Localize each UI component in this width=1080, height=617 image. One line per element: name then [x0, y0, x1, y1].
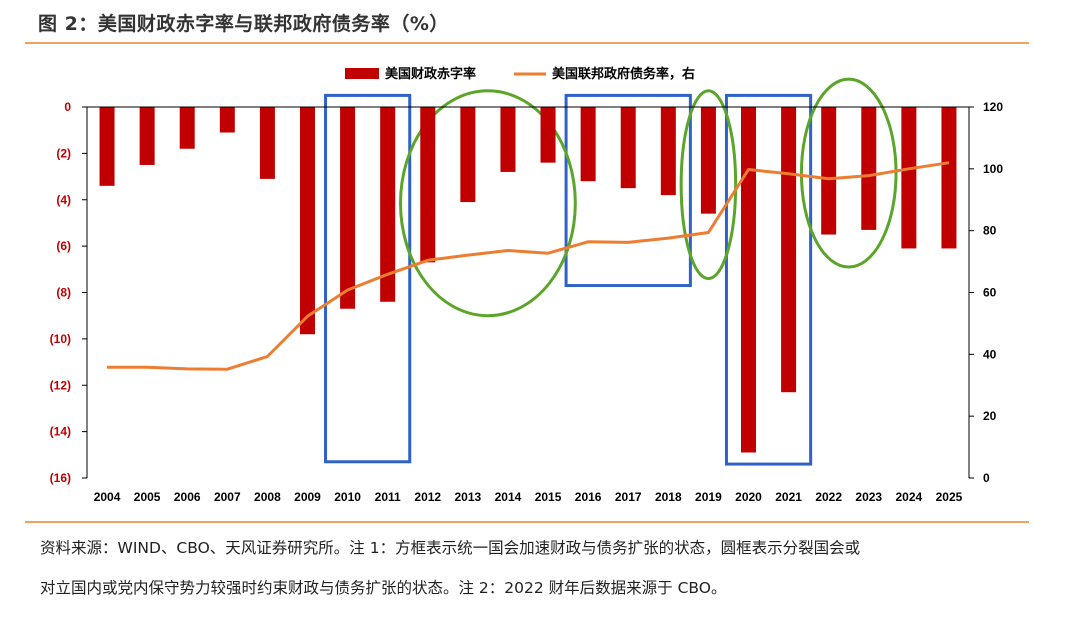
x-tick-label: 2017: [615, 490, 642, 504]
x-tick-label: 2024: [896, 490, 923, 504]
deficit-bar-2024: [901, 107, 917, 249]
source-note-line-1: 资料来源：WIND、CBO、天风证券研究所。注 1：方框表示统一国会加速财政与债…: [40, 539, 861, 557]
deficit-bar-2021: [781, 107, 797, 393]
deficit-bar-2014: [500, 107, 516, 172]
x-tick-label: 2025: [936, 490, 963, 504]
deficit-bar-2019: [700, 107, 716, 214]
line-series: [106, 161, 950, 371]
x-tick-label: 2013: [455, 490, 482, 504]
chart: 0 (2) (4) (6) (8) (10) (12) (14) (16) 120 100 80 60 4…: [50, 66, 1004, 504]
deficit-bar-2011: [380, 107, 396, 302]
figure-title: 图 2：美国财政赤字率与联邦政府债务率（%）: [38, 13, 449, 35]
x-tick-label: 2012: [414, 490, 441, 504]
left-tick-label: (6): [56, 239, 71, 253]
right-tick-label: 60: [983, 286, 997, 300]
left-tick-label: (14): [50, 425, 71, 439]
x-tick-label: 2010: [334, 490, 361, 504]
legend-label-debt: 美国联邦政府债务率，右: [552, 66, 695, 81]
deficit-bar-2009: [300, 107, 315, 335]
left-tick-label: (12): [50, 378, 71, 392]
x-tick-label: 2006: [174, 490, 201, 504]
divided-congress-ellipse-2: [679, 89, 738, 281]
right-tick-label: 100: [983, 162, 1003, 176]
x-tick-label: 2004: [94, 490, 121, 504]
divided-congress-ellipse-3: [799, 77, 898, 269]
deficit-bar-2010: [340, 107, 356, 309]
left-tick-label: (10): [50, 332, 71, 346]
x-tick-label: 2021: [775, 490, 802, 504]
title-rule: [25, 42, 1029, 44]
x-tick-label: 2015: [535, 490, 562, 504]
source-note-line-2: 对立国内或党内保守势力较强时约束财政与债务扩张的状态。注 2：2022 财年后数…: [40, 579, 727, 597]
x-tick-label: 2022: [815, 490, 842, 504]
axes: 0 (2) (4) (6) (8) (10) (12) (14) (16) 120 100 80 60 4…: [50, 100, 1004, 504]
x-tick-label: 2020: [735, 490, 762, 504]
unified-congress-box-3: [724, 93, 813, 466]
legend-swatch-deficit: [345, 68, 379, 79]
deficit-bar-2017: [620, 107, 636, 189]
unified-congress-box-1: [324, 93, 412, 464]
right-tick-label: 20: [983, 409, 997, 423]
deficit-bar-2013: [460, 107, 476, 203]
deficit-bar-2012: [420, 107, 436, 263]
x-tick-label: 2019: [695, 490, 722, 504]
x-tick-label: 2023: [855, 490, 882, 504]
annotation-layer: [324, 77, 898, 466]
deficit-bar-2018: [660, 107, 676, 196]
right-tick-label: 40: [983, 347, 997, 361]
deficit-bar-2006: [179, 107, 195, 149]
deficit-bar-2022: [821, 107, 837, 235]
x-tick-label: 2009: [294, 490, 321, 504]
unified-congress-box-2: [564, 93, 692, 288]
deficit-bar-2023: [861, 107, 877, 230]
legend: 美国财政赤字率 美国联邦政府债务率，右: [345, 66, 695, 81]
x-tick-label: 2011: [375, 490, 401, 504]
deficit-bar-2004: [99, 107, 115, 186]
deficit-bar-2005: [139, 107, 155, 165]
left-tick-label: 0: [64, 100, 71, 114]
right-tick-label: 80: [983, 224, 997, 238]
debt-ratio-line: [107, 161, 950, 371]
x-tick-label: 2005: [134, 490, 161, 504]
left-tick-label: (2): [56, 146, 71, 160]
deficit-bar-2008: [259, 107, 275, 179]
x-tick-label: 2018: [655, 490, 682, 504]
divided-congress-ellipse-1: [399, 89, 577, 318]
left-tick-label: (4): [56, 193, 71, 207]
source-rule: [25, 521, 1029, 523]
deficit-bar-2015: [540, 107, 556, 163]
x-tick-label: 2007: [214, 490, 241, 504]
right-tick-label: 120: [983, 100, 1003, 114]
bar-series: [99, 107, 957, 453]
deficit-bar-2025: [941, 107, 957, 249]
legend-label-deficit: 美国财政赤字率: [385, 66, 476, 81]
deficit-bar-2007: [219, 107, 235, 133]
x-tick-label: 2014: [495, 490, 522, 504]
deficit-bar-2016: [580, 107, 596, 182]
deficit-bar-2020: [741, 107, 756, 453]
left-tick-label: (8): [56, 286, 71, 300]
x-tick-label: 2008: [254, 490, 281, 504]
x-tick-label: 2016: [575, 490, 602, 504]
right-tick-label: 0: [983, 471, 990, 485]
left-tick-label: (16): [50, 471, 71, 485]
